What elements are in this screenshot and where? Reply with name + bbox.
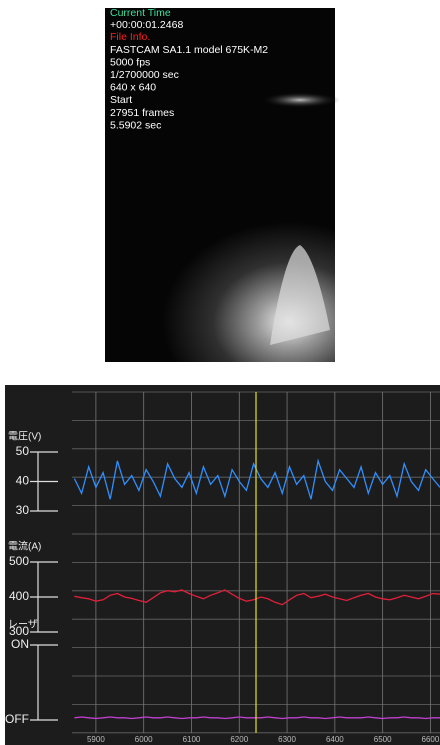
y-tick-label: 500	[9, 554, 29, 568]
y-tick-label: 30	[16, 503, 30, 517]
x-tick-label: 6100	[183, 735, 201, 744]
camera-image: Current Time +00:00:01.2468 File Info. F…	[105, 7, 340, 362]
chart-background	[5, 385, 440, 745]
file-info-label: File Info.	[110, 31, 150, 43]
signal-line	[74, 716, 440, 720]
x-tick-label: 6200	[230, 735, 248, 744]
y-tick-label: 40	[16, 474, 30, 488]
file-info-line: FASTCAM SA1.1 model 675K-M2	[110, 44, 268, 56]
y-tick-label: 300	[9, 624, 29, 638]
current-time-label: Current Time	[110, 7, 171, 19]
x-tick-label: 6500	[374, 735, 392, 744]
x-tick-label: 5900	[87, 735, 105, 744]
file-info-line: 5.5902 sec	[110, 119, 161, 131]
current-time: +00:00:01.2468	[110, 19, 183, 31]
file-info-line: 640 x 640	[110, 82, 156, 94]
x-tick-label: 6000	[135, 735, 153, 744]
file-info-line: 1/2700000 sec	[110, 69, 179, 81]
panel-label: レーザ	[8, 619, 38, 631]
y-tick-label: 400	[9, 589, 29, 603]
signal-line	[74, 589, 440, 606]
y-tick-label: OFF	[5, 712, 29, 726]
panel-label: 電圧(V)	[8, 431, 41, 443]
x-tick-label: 6400	[326, 735, 344, 744]
y-tick-label: 50	[16, 444, 30, 458]
file-info-line: 5000 fps	[110, 56, 150, 68]
signal-line	[73, 458, 440, 500]
chart: 5900 6000 6100 6200 6300 6400 6500 6600 電圧(V) 30 4…	[5, 391, 440, 744]
panel-label: 電流(A)	[8, 540, 41, 553]
x-tick-label: 6600	[422, 735, 440, 744]
arc-core	[270, 245, 330, 345]
spark	[260, 92, 340, 108]
file-info-line: Start	[110, 94, 132, 106]
file-info-line: 27951 frames	[110, 107, 174, 119]
x-tick-label: 6300	[278, 735, 296, 744]
y-tick-label: ON	[11, 637, 29, 651]
